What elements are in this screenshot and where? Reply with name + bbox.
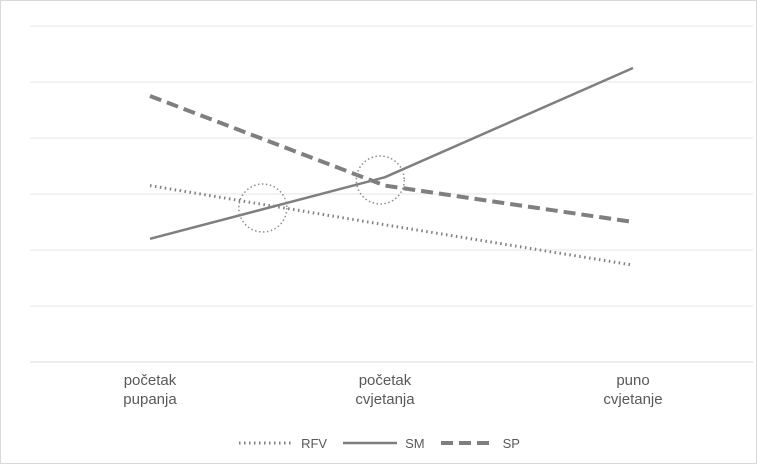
legend-item-sp: SP <box>439 436 520 451</box>
x-tick-label-line: cvjetanja <box>355 391 415 408</box>
legend-item-sm: SM <box>341 436 425 451</box>
series-line-sp <box>149 94 634 224</box>
legend-label: SP <box>502 435 520 451</box>
legend-swatch-sm <box>343 441 398 445</box>
legend-swatch-sp <box>440 441 495 445</box>
intersection-highlight-circle <box>238 183 288 233</box>
x-tick-label-line: pupanja <box>123 391 177 408</box>
series-line-rfv <box>149 184 634 267</box>
legend-label: SM <box>405 435 425 451</box>
series-line-sm <box>149 66 634 241</box>
legend-swatch-rfv <box>239 441 294 445</box>
x-tick-label: početak cvjetanja <box>315 371 455 409</box>
x-tick-label-line: cvjetanje <box>603 391 663 408</box>
x-tick-label-line: puno <box>616 372 650 389</box>
intersection-highlight-circle <box>355 155 406 205</box>
chart-legend: RFV SM SP <box>0 432 757 454</box>
legend-item-rfv: RFV <box>237 436 327 451</box>
x-tick-label-line: početak <box>123 372 177 389</box>
legend-label: RFV <box>301 435 328 451</box>
x-tick-label: početak pupanja <box>80 371 220 409</box>
x-tick-label-line: početak <box>358 372 412 389</box>
x-tick-label: puno cvjetanje <box>563 371 703 409</box>
